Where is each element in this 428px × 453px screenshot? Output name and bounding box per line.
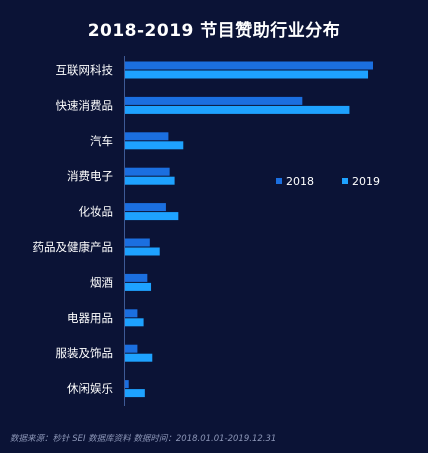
bar-2018: [125, 96, 303, 105]
source-footnote: 数据来源：秒针 SEI 数据库资料 数据时间：2018.01.01-2019.1…: [10, 434, 277, 444]
bar-2018: [125, 309, 138, 318]
legend-swatch-2018: [276, 178, 282, 184]
bar-2019: [125, 353, 153, 362]
bar-2018: [125, 238, 150, 247]
bar-2019: [125, 389, 145, 398]
bars-layer: [125, 61, 373, 398]
category-label: 烟酒: [90, 275, 113, 289]
category-label: 互联网科技: [56, 63, 114, 77]
bar-2019: [125, 282, 152, 291]
bar-2018: [125, 344, 138, 353]
category-label: 汽车: [90, 134, 113, 148]
category-label: 消费电子: [67, 169, 113, 183]
bar-2019: [125, 318, 144, 327]
legend-label-2018: 2018: [286, 175, 314, 188]
category-labels: 互联网科技快速消费品汽车消费电子化妆品药品及健康产品烟酒电器用品服装及饰品休闲娱…: [33, 63, 114, 396]
category-label: 休闲娱乐: [67, 382, 113, 396]
bar-2018: [125, 167, 170, 176]
bar-2018: [125, 273, 148, 282]
category-label: 化妆品: [79, 205, 114, 219]
bar-2018: [125, 203, 166, 212]
bar-2019: [125, 176, 175, 185]
bar-2018: [125, 380, 129, 389]
legend-swatch-2019: [342, 178, 348, 184]
bar-2019: [125, 212, 179, 221]
bar-2019: [125, 70, 369, 79]
legend: 2018 2019: [276, 175, 380, 188]
bar-2019: [125, 105, 350, 114]
bar-2019: [125, 247, 160, 256]
category-label: 服装及饰品: [56, 346, 114, 360]
chart-title: 2018-2019 节目赞助行业分布: [87, 21, 341, 41]
category-label: 药品及健康产品: [33, 240, 114, 254]
bar-2019: [125, 141, 184, 150]
category-label: 电器用品: [67, 311, 113, 325]
bar-2018: [125, 61, 373, 70]
category-label: 快速消费品: [56, 98, 114, 112]
legend-label-2019: 2019: [352, 175, 380, 188]
bar-2018: [125, 132, 169, 141]
